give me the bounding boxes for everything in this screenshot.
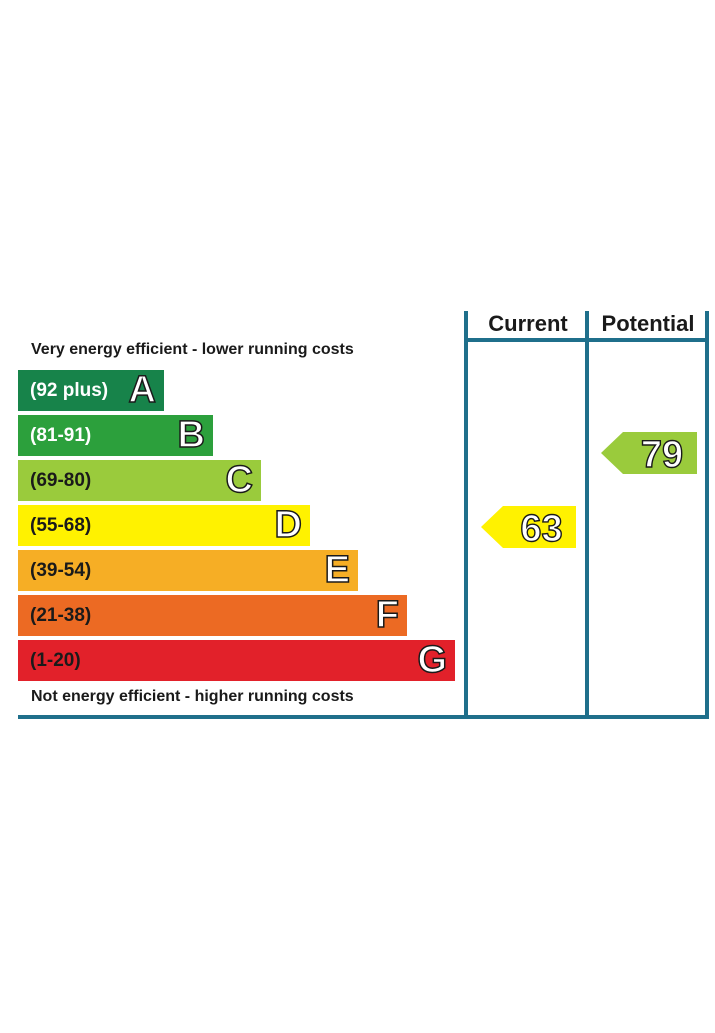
band-range-label: (55-68)	[30, 515, 92, 536]
band-letter: B	[177, 413, 206, 457]
band-g: (1-20) G	[18, 638, 455, 682]
potential-rating-arrow-value: 79	[641, 434, 683, 476]
band-range-label: (81-91)	[30, 425, 92, 446]
band-range-label: (39-54)	[30, 560, 92, 581]
band-a: (92 plus) A	[18, 368, 164, 412]
top-caption: Very energy efficient - lower running co…	[31, 341, 354, 358]
band-d: (55-68) D	[18, 503, 310, 547]
band-letter: F	[375, 593, 400, 637]
current-column-header: Current	[488, 311, 568, 336]
band-e: (39-54) E	[18, 548, 358, 592]
band-letter: G	[417, 638, 448, 682]
divider-line-middle	[585, 311, 589, 718]
potential-column-header: Potential	[601, 311, 695, 336]
divider-line-left	[464, 311, 468, 718]
band-letter: A	[128, 368, 157, 412]
band-letter: E	[324, 548, 351, 592]
current-rating-arrow: 63	[481, 506, 576, 551]
baseline-rule	[18, 715, 709, 719]
band-letter: D	[274, 503, 303, 547]
divider-line-right	[705, 311, 709, 718]
band-letter: C	[225, 458, 254, 502]
header-rule	[464, 338, 709, 342]
band-range-label: (92 plus)	[30, 380, 109, 401]
band-b: (81-91) B	[18, 413, 213, 457]
band-f: (21-38) F	[18, 593, 407, 637]
band-range-label: (1-20)	[30, 650, 81, 671]
current-rating-arrow-shape	[481, 506, 576, 548]
current-rating-arrow-value: 63	[520, 508, 562, 550]
potential-rating-arrow: 79	[601, 432, 697, 477]
band-range-label: (69-80)	[30, 470, 92, 491]
band-range-label: (21-38)	[30, 605, 92, 626]
band-c: (69-80) C	[18, 458, 261, 502]
potential-rating-arrow-shape	[601, 432, 697, 474]
bottom-caption: Not energy efficient - higher running co…	[31, 688, 354, 705]
